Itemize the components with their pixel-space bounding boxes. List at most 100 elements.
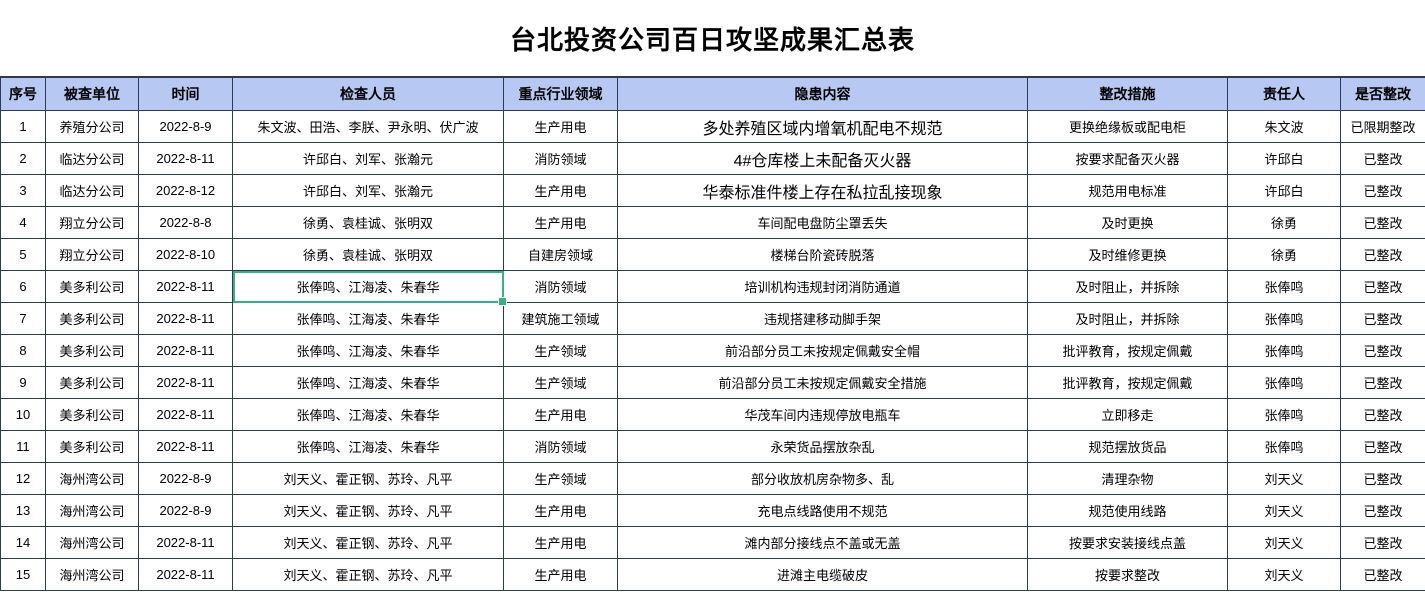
cell-r14c1[interactable]: 14 (0, 526, 46, 559)
cell-r5c8[interactable]: 徐勇 (1227, 238, 1341, 271)
cell-r8c8[interactable]: 张俸鸣 (1227, 334, 1341, 367)
cell-r10c6[interactable]: 华茂车间内违规停放电瓶车 (617, 398, 1028, 431)
cell-r3c2[interactable]: 临达分公司 (45, 174, 139, 207)
cell-r11c3[interactable]: 2022-8-11 (138, 430, 233, 463)
cell-r12c2[interactable]: 海州湾公司 (45, 462, 139, 495)
cell-r7c9[interactable]: 已整改 (1340, 302, 1425, 335)
cell-r5c6[interactable]: 楼梯台阶瓷砖脱落 (617, 238, 1028, 271)
cell-r6c1[interactable]: 6 (0, 270, 46, 303)
cell-r4c5[interactable]: 生产用电 (503, 206, 618, 239)
cell-r4c4[interactable]: 徐勇、袁桂诚、张明双 (232, 206, 504, 239)
cell-r8c9[interactable]: 已整改 (1340, 334, 1425, 367)
cell-r15c1[interactable]: 15 (0, 558, 46, 591)
column-header-6[interactable]: 隐患内容 (617, 76, 1028, 111)
cell-r12c4[interactable]: 刘天义、霍正钢、苏玲、凡平 (232, 462, 504, 495)
cell-r10c9[interactable]: 已整改 (1340, 398, 1425, 431)
column-header-5[interactable]: 重点行业领域 (503, 76, 618, 111)
cell-r14c5[interactable]: 生产用电 (503, 526, 618, 559)
cell-r1c7[interactable]: 更换绝缘板或配电柜 (1027, 110, 1228, 143)
cell-r14c2[interactable]: 海州湾公司 (45, 526, 139, 559)
cell-r8c2[interactable]: 美多利公司 (45, 334, 139, 367)
cell-r1c8[interactable]: 朱文波 (1227, 110, 1341, 143)
cell-r10c7[interactable]: 立即移走 (1027, 398, 1228, 431)
cell-r7c8[interactable]: 张俸鸣 (1227, 302, 1341, 335)
cell-r8c3[interactable]: 2022-8-11 (138, 334, 233, 367)
cell-r14c3[interactable]: 2022-8-11 (138, 526, 233, 559)
cell-r4c3[interactable]: 2022-8-8 (138, 206, 233, 239)
cell-r4c6[interactable]: 车间配电盘防尘罩丢失 (617, 206, 1028, 239)
cell-r13c5[interactable]: 生产用电 (503, 494, 618, 527)
cell-r3c6[interactable]: 华泰标准件楼上存在私拉乱接现象 (617, 174, 1028, 207)
cell-r13c7[interactable]: 规范使用线路 (1027, 494, 1228, 527)
column-header-1[interactable]: 序号 (0, 76, 46, 111)
cell-r10c4[interactable]: 张俸鸣、江海凌、朱春华 (232, 398, 504, 431)
cell-r1c2[interactable]: 养殖分公司 (45, 110, 139, 143)
cell-r7c1[interactable]: 7 (0, 302, 46, 335)
cell-r2c9[interactable]: 已整改 (1340, 142, 1425, 175)
cell-r9c6[interactable]: 前沿部分员工未按规定佩戴安全措施 (617, 366, 1028, 399)
cell-r2c5[interactable]: 消防领域 (503, 142, 618, 175)
cell-r9c4[interactable]: 张俸鸣、江海凌、朱春华 (232, 366, 504, 399)
cell-r11c6[interactable]: 永荣货品摆放杂乱 (617, 430, 1028, 463)
cell-r11c1[interactable]: 11 (0, 430, 46, 463)
column-header-7[interactable]: 整改措施 (1027, 76, 1228, 111)
cell-r5c1[interactable]: 5 (0, 238, 46, 271)
cell-r9c2[interactable]: 美多利公司 (45, 366, 139, 399)
cell-r15c4[interactable]: 刘天义、霍正钢、苏玲、凡平 (232, 558, 504, 591)
cell-r15c5[interactable]: 生产用电 (503, 558, 618, 591)
cell-r14c4[interactable]: 刘天义、霍正钢、苏玲、凡平 (232, 526, 504, 559)
cell-r12c5[interactable]: 生产领域 (503, 462, 618, 495)
column-header-4[interactable]: 检查人员 (232, 76, 504, 111)
cell-r8c5[interactable]: 生产领域 (503, 334, 618, 367)
cell-r12c6[interactable]: 部分收放机房杂物多、乱 (617, 462, 1028, 495)
cell-r4c9[interactable]: 已整改 (1340, 206, 1425, 239)
cell-r3c4[interactable]: 许邱白、刘军、张瀚元 (232, 174, 504, 207)
cell-r2c7[interactable]: 按要求配备灭火器 (1027, 142, 1228, 175)
cell-r1c9[interactable]: 已限期整改 (1340, 110, 1425, 143)
cell-r3c5[interactable]: 生产用电 (503, 174, 618, 207)
cell-r10c3[interactable]: 2022-8-11 (138, 398, 233, 431)
column-header-9[interactable]: 是否整改 (1340, 76, 1425, 111)
cell-r6c8[interactable]: 张俸鸣 (1227, 270, 1341, 303)
cell-r3c1[interactable]: 3 (0, 174, 46, 207)
cell-r14c8[interactable]: 刘天义 (1227, 526, 1341, 559)
cell-r5c9[interactable]: 已整改 (1340, 238, 1425, 271)
cell-r7c5[interactable]: 建筑施工领域 (503, 302, 618, 335)
cell-r11c7[interactable]: 规范摆放货品 (1027, 430, 1228, 463)
cell-r11c9[interactable]: 已整改 (1340, 430, 1425, 463)
cell-r15c9[interactable]: 已整改 (1340, 558, 1425, 591)
cell-r5c7[interactable]: 及时维修更换 (1027, 238, 1228, 271)
cell-r9c5[interactable]: 生产领域 (503, 366, 618, 399)
cell-r9c8[interactable]: 张俸鸣 (1227, 366, 1341, 399)
cell-r3c9[interactable]: 已整改 (1340, 174, 1425, 207)
cell-r2c1[interactable]: 2 (0, 142, 46, 175)
cell-r12c1[interactable]: 12 (0, 462, 46, 495)
cell-r6c9[interactable]: 已整改 (1340, 270, 1425, 303)
cell-r8c6[interactable]: 前沿部分员工未按规定佩戴安全帽 (617, 334, 1028, 367)
cell-r15c2[interactable]: 海州湾公司 (45, 558, 139, 591)
cell-r8c7[interactable]: 批评教育，按规定佩戴 (1027, 334, 1228, 367)
cell-r2c2[interactable]: 临达分公司 (45, 142, 139, 175)
cell-r13c8[interactable]: 刘天义 (1227, 494, 1341, 527)
cell-r6c3[interactable]: 2022-8-11 (138, 270, 233, 303)
cell-r1c4[interactable]: 朱文波、田浩、李朕、尹永明、伏广波 (232, 110, 504, 143)
cell-r3c3[interactable]: 2022-8-12 (138, 174, 233, 207)
cell-r1c5[interactable]: 生产用电 (503, 110, 618, 143)
cell-r11c2[interactable]: 美多利公司 (45, 430, 139, 463)
cell-r7c6[interactable]: 违规搭建移动脚手架 (617, 302, 1028, 335)
cell-r10c8[interactable]: 张俸鸣 (1227, 398, 1341, 431)
cell-r5c2[interactable]: 翔立分公司 (45, 238, 139, 271)
cell-r4c8[interactable]: 徐勇 (1227, 206, 1341, 239)
cell-r15c8[interactable]: 刘天义 (1227, 558, 1341, 591)
cell-r14c6[interactable]: 滩内部分接线点不盖或无盖 (617, 526, 1028, 559)
cell-r13c4[interactable]: 刘天义、霍正钢、苏玲、凡平 (232, 494, 504, 527)
cell-r7c4[interactable]: 张俸鸣、江海凌、朱春华 (232, 302, 504, 335)
column-header-3[interactable]: 时间 (138, 76, 233, 111)
cell-r13c9[interactable]: 已整改 (1340, 494, 1425, 527)
cell-r15c7[interactable]: 按要求整改 (1027, 558, 1228, 591)
selected-cell[interactable]: 张俸鸣、江海凌、朱春华 (232, 270, 507, 306)
cell-r9c3[interactable]: 2022-8-11 (138, 366, 233, 399)
cell-r8c4[interactable]: 张俸鸣、江海凌、朱春华 (232, 334, 504, 367)
cell-r6c6[interactable]: 培训机构违规封闭消防通道 (617, 270, 1028, 303)
cell-r10c1[interactable]: 10 (0, 398, 46, 431)
